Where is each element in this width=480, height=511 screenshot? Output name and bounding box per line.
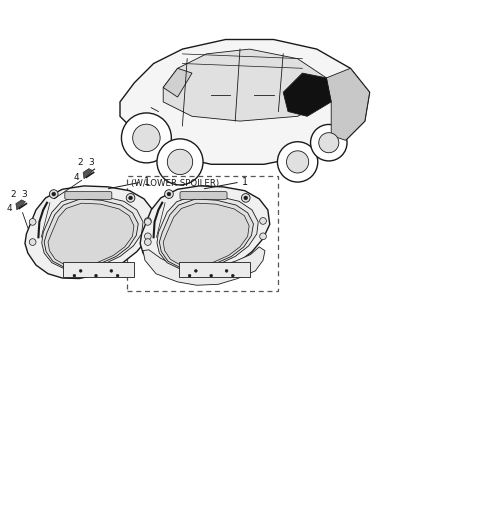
Circle shape	[277, 142, 318, 182]
Circle shape	[225, 269, 228, 272]
Circle shape	[165, 190, 173, 198]
Circle shape	[144, 219, 151, 225]
Polygon shape	[42, 195, 143, 270]
Circle shape	[188, 274, 191, 277]
Text: 1: 1	[242, 177, 248, 187]
Circle shape	[52, 192, 56, 196]
Circle shape	[116, 274, 119, 277]
Polygon shape	[140, 186, 270, 278]
Circle shape	[110, 269, 113, 272]
Polygon shape	[157, 195, 258, 270]
Circle shape	[231, 274, 234, 277]
FancyBboxPatch shape	[65, 192, 112, 199]
Circle shape	[167, 192, 171, 196]
Polygon shape	[44, 199, 138, 268]
Text: (W/LOWER SPOILER): (W/LOWER SPOILER)	[131, 179, 219, 188]
Text: 2: 2	[77, 158, 83, 167]
Circle shape	[126, 194, 135, 202]
Polygon shape	[163, 203, 249, 267]
Circle shape	[157, 139, 203, 185]
Circle shape	[144, 239, 151, 245]
Circle shape	[194, 269, 197, 272]
Polygon shape	[25, 186, 155, 278]
Circle shape	[132, 124, 160, 152]
Polygon shape	[163, 68, 192, 97]
Text: 1: 1	[144, 177, 150, 187]
Circle shape	[168, 149, 192, 175]
Bar	[63, 262, 134, 277]
Circle shape	[73, 274, 76, 277]
Circle shape	[260, 218, 266, 224]
Circle shape	[244, 196, 248, 200]
Circle shape	[129, 196, 132, 200]
Polygon shape	[16, 200, 25, 210]
Circle shape	[49, 190, 58, 198]
Circle shape	[241, 194, 250, 202]
Polygon shape	[83, 169, 93, 179]
Polygon shape	[326, 68, 370, 141]
Circle shape	[95, 274, 97, 277]
Text: 3: 3	[88, 158, 94, 167]
Circle shape	[29, 239, 36, 245]
Circle shape	[210, 274, 213, 277]
Text: 4: 4	[6, 204, 12, 213]
Circle shape	[144, 233, 151, 240]
Circle shape	[29, 219, 36, 225]
Text: 3: 3	[21, 190, 27, 199]
Text: 2: 2	[10, 190, 16, 199]
Circle shape	[287, 151, 309, 173]
Circle shape	[319, 133, 339, 153]
Text: 4: 4	[73, 173, 79, 182]
Bar	[179, 262, 250, 277]
Circle shape	[121, 113, 171, 163]
Polygon shape	[48, 203, 134, 267]
Polygon shape	[159, 199, 253, 268]
Polygon shape	[283, 73, 331, 117]
Polygon shape	[120, 39, 370, 165]
Bar	[127, 176, 278, 291]
Circle shape	[260, 233, 266, 240]
Polygon shape	[143, 247, 265, 285]
FancyBboxPatch shape	[180, 192, 227, 199]
Polygon shape	[163, 49, 326, 121]
Circle shape	[144, 218, 151, 224]
Circle shape	[79, 269, 82, 272]
Circle shape	[311, 125, 347, 161]
